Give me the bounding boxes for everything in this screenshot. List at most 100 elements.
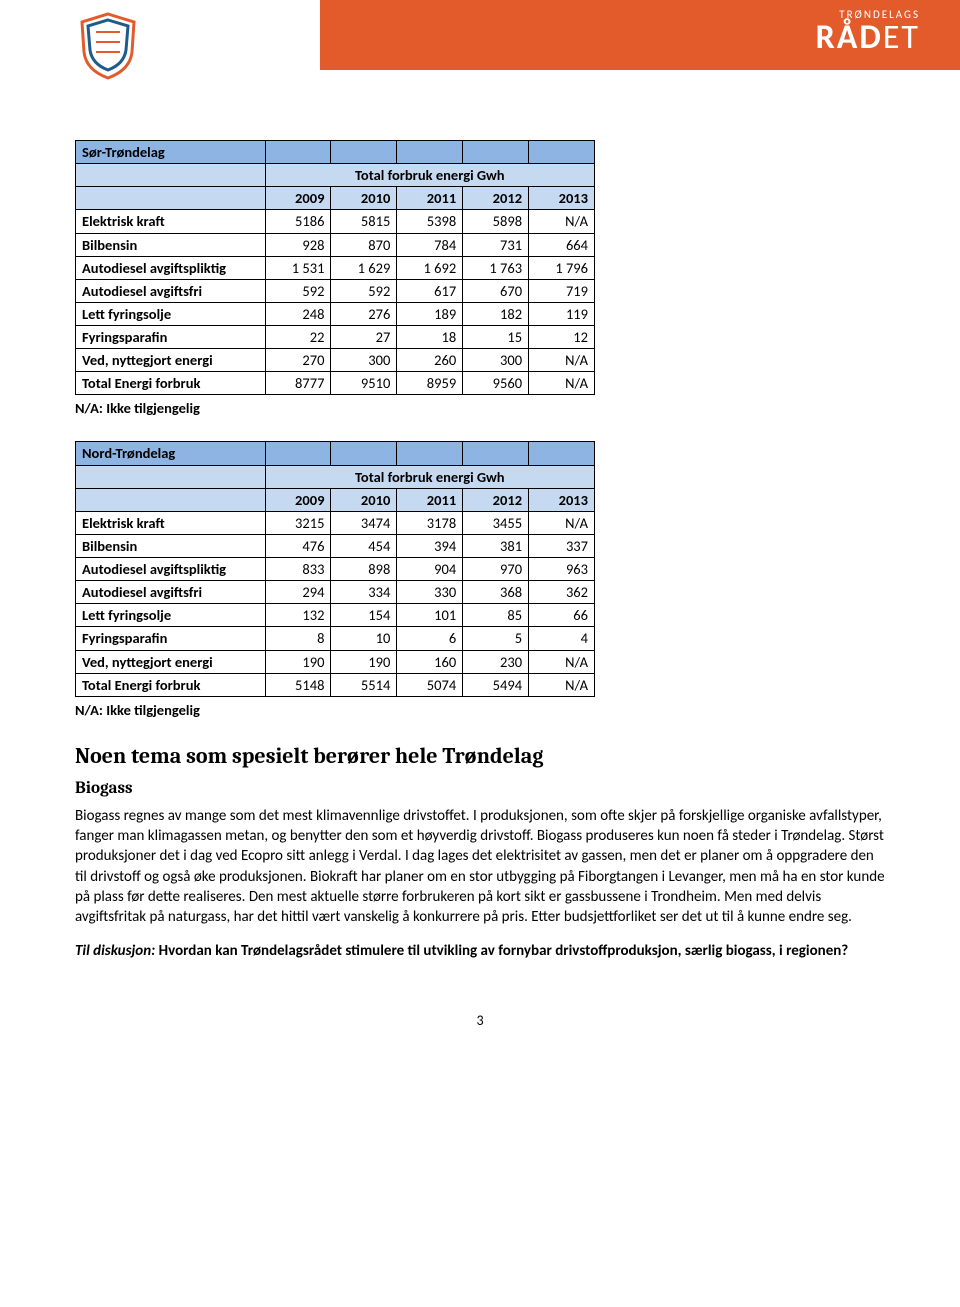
brand-text: TRØNDELAGS RÅDET <box>816 8 920 56</box>
row-value: 66 <box>529 604 595 627</box>
row-value: 190 <box>331 650 397 673</box>
row-value: 617 <box>397 279 463 302</box>
row-value: 27 <box>331 326 397 349</box>
row-value: 5148 <box>265 673 331 696</box>
row-value: 248 <box>265 302 331 325</box>
row-value: 5898 <box>463 210 529 233</box>
row-label: Ved, nyttegjort energi <box>76 349 266 372</box>
row-value: 160 <box>397 650 463 673</box>
table-row: Bilbensin928870784731664 <box>76 233 595 256</box>
row-label: Autodiesel avgiftsfri <box>76 581 266 604</box>
row-value: 10 <box>331 627 397 650</box>
row-value: 330 <box>397 581 463 604</box>
row-label: Fyringsparafin <box>76 326 266 349</box>
row-value: 928 <box>265 233 331 256</box>
table-row: Autodiesel avgiftsfri592592617670719 <box>76 279 595 302</box>
row-value: 190 <box>265 650 331 673</box>
row-value: 731 <box>463 233 529 256</box>
row-value: N/A <box>529 210 595 233</box>
table-row: Ved, nyttegjort energi270300260300N/A <box>76 349 595 372</box>
table2-title: Nord-Trøndelag <box>76 442 266 465</box>
row-value: 300 <box>331 349 397 372</box>
row-value: 3215 <box>265 511 331 534</box>
table-row: Bilbensin476454394381337 <box>76 534 595 557</box>
row-value: 337 <box>529 534 595 557</box>
row-value: 454 <box>331 534 397 557</box>
table-sor-trondelag: Sør-Trøndelag Total forbruk energi Gwh 2… <box>75 140 595 395</box>
row-value: 870 <box>331 233 397 256</box>
row-label: Autodiesel avgiftspliktig <box>76 558 266 581</box>
table1-years: 2009 2010 2011 2012 2013 <box>76 187 595 210</box>
table1-span: Total forbruk energi Gwh <box>265 164 594 187</box>
page-content: Sør-Trøndelag Total forbruk energi Gwh 2… <box>0 100 960 1059</box>
table1-note: N/A: Ikke tilgjengelig <box>75 399 885 417</box>
row-value: 270 <box>265 349 331 372</box>
row-value: 294 <box>265 581 331 604</box>
row-value: 22 <box>265 326 331 349</box>
row-label: Total Energi forbruk <box>76 372 266 395</box>
row-value: 1 629 <box>331 256 397 279</box>
brand-main: RÅDET <box>816 19 920 56</box>
row-value: 15 <box>463 326 529 349</box>
row-value: 970 <box>463 558 529 581</box>
table2-note: N/A: Ikke tilgjengelig <box>75 701 885 719</box>
table-row: Elektrisk kraft3215347431783455N/A <box>76 511 595 534</box>
row-value: 12 <box>529 326 595 349</box>
row-value: 963 <box>529 558 595 581</box>
section-heading: Noen tema som spesielt berører hele Trøn… <box>75 743 885 769</box>
row-label: Autodiesel avgiftsfri <box>76 279 266 302</box>
row-value: 154 <box>331 604 397 627</box>
page-number: 3 <box>75 1012 885 1059</box>
row-value: 3455 <box>463 511 529 534</box>
table1-title: Sør-Trøndelag <box>76 141 266 164</box>
row-value: 3178 <box>397 511 463 534</box>
row-value: 18 <box>397 326 463 349</box>
row-value: 394 <box>397 534 463 557</box>
row-value: 5815 <box>331 210 397 233</box>
table-row: Fyringsparafin2227181512 <box>76 326 595 349</box>
row-value: 1 692 <box>397 256 463 279</box>
shield-icon <box>78 12 138 80</box>
row-value: 5 <box>463 627 529 650</box>
row-value: 898 <box>331 558 397 581</box>
row-value: 362 <box>529 581 595 604</box>
biogass-paragraph: Biogass regnes av mange som det mest kli… <box>75 806 885 928</box>
row-value: 1 763 <box>463 256 529 279</box>
row-value: N/A <box>529 650 595 673</box>
table-row: Fyringsparafin810654 <box>76 627 595 650</box>
row-value: 8777 <box>265 372 331 395</box>
row-value: 833 <box>265 558 331 581</box>
row-label: Autodiesel avgiftspliktig <box>76 256 266 279</box>
row-value: 260 <box>397 349 463 372</box>
table-row: Elektrisk kraft5186581553985898N/A <box>76 210 595 233</box>
row-value: 592 <box>265 279 331 302</box>
row-value: 670 <box>463 279 529 302</box>
row-value: 368 <box>463 581 529 604</box>
row-value: N/A <box>529 349 595 372</box>
row-value: 5514 <box>331 673 397 696</box>
table-row: Autodiesel avgiftspliktig833898904970963 <box>76 558 595 581</box>
row-label: Bilbensin <box>76 233 266 256</box>
row-value: N/A <box>529 511 595 534</box>
row-value: 276 <box>331 302 397 325</box>
row-value: 230 <box>463 650 529 673</box>
row-value: 904 <box>397 558 463 581</box>
row-value: N/A <box>529 372 595 395</box>
table1-body: Elektrisk kraft5186581553985898N/ABilben… <box>76 210 595 395</box>
row-value: 300 <box>463 349 529 372</box>
discussion-paragraph: Til diskusjon: Hvordan kan Trøndelagsråd… <box>75 941 885 961</box>
table-row: Autodiesel avgiftspliktig1 5311 6291 692… <box>76 256 595 279</box>
row-value: 189 <box>397 302 463 325</box>
row-label: Lett fyringsolje <box>76 302 266 325</box>
row-value: 5398 <box>397 210 463 233</box>
row-value: 719 <box>529 279 595 302</box>
table2-years: 2009 2010 2011 2012 2013 <box>76 488 595 511</box>
row-value: 1 796 <box>529 256 595 279</box>
table-nord-trondelag: Nord-Trøndelag Total forbruk energi Gwh … <box>75 441 595 696</box>
row-value: 784 <box>397 233 463 256</box>
row-value: 592 <box>331 279 397 302</box>
table-row: Lett fyringsolje248276189182119 <box>76 302 595 325</box>
row-label: Ved, nyttegjort energi <box>76 650 266 673</box>
table2-body: Elektrisk kraft3215347431783455N/ABilben… <box>76 511 595 696</box>
row-value: 5074 <box>397 673 463 696</box>
